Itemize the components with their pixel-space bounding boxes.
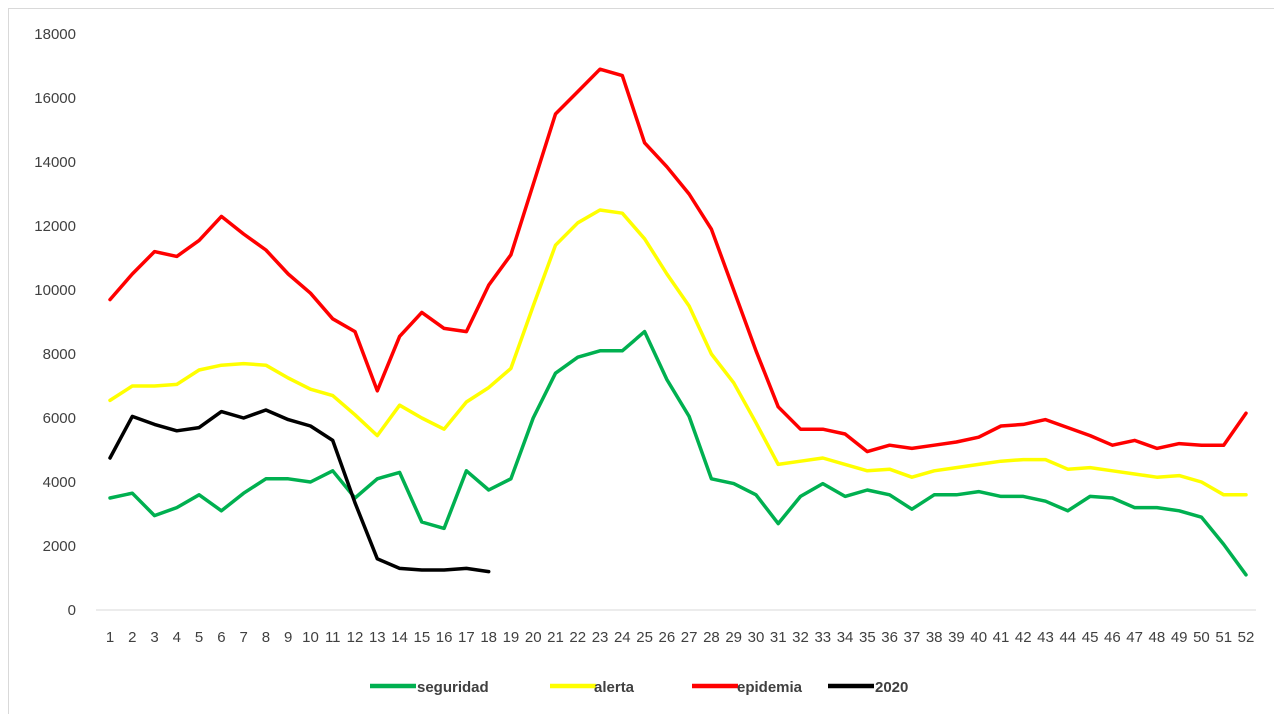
- x-tick-label: 42: [1015, 629, 1032, 646]
- x-tick-label: 9: [284, 629, 292, 646]
- x-tick-label: 10: [302, 629, 319, 646]
- x-tick-label: 16: [436, 629, 453, 646]
- x-tick-label: 32: [792, 629, 809, 646]
- x-tick-label: 24: [614, 629, 631, 646]
- x-tick-label: 15: [413, 629, 430, 646]
- legend-label: epidemia: [737, 679, 803, 696]
- x-tick-label: 12: [347, 629, 364, 646]
- y-tick-label: 12000: [34, 218, 76, 235]
- x-tick-label: 14: [391, 629, 408, 646]
- series-line-alerta: [108, 208, 1248, 497]
- x-tick-label: 51: [1215, 629, 1232, 646]
- x-tick-label: 49: [1171, 629, 1188, 646]
- x-tick-label: 26: [659, 629, 676, 646]
- series-line-seguridad: [108, 329, 1248, 577]
- x-tick-label: 46: [1104, 629, 1121, 646]
- x-tick-label: 52: [1238, 629, 1255, 646]
- legend-label: 2020: [875, 679, 908, 696]
- x-tick-label: 44: [1059, 629, 1076, 646]
- series-line-2020: [108, 408, 491, 574]
- x-tick-label: 7: [239, 629, 247, 646]
- x-tick-label: 47: [1126, 629, 1143, 646]
- y-tick-label: 10000: [34, 282, 76, 299]
- x-tick-label: 3: [150, 629, 158, 646]
- x-tick-label: 21: [547, 629, 564, 646]
- series-lines: [108, 67, 1248, 577]
- y-tick-label: 16000: [34, 90, 76, 107]
- x-tick-label: 30: [748, 629, 765, 646]
- legend-label: alerta: [594, 679, 635, 696]
- x-tick-label: 37: [904, 629, 921, 646]
- x-tick-label: 25: [636, 629, 653, 646]
- y-tick-label: 14000: [34, 154, 76, 171]
- x-tick-label: 13: [369, 629, 386, 646]
- x-tick-label: 11: [325, 629, 341, 646]
- x-tick-label: 33: [814, 629, 831, 646]
- x-tick-label: 27: [681, 629, 698, 646]
- x-tick-label: 19: [503, 629, 520, 646]
- x-axis: 1 2 3 4 5 6 7 8 9 10 11 12 13 14 15 16 17 18 19 20 21 22 23 24 2…: [106, 629, 1255, 646]
- x-tick-label: 2: [128, 629, 136, 646]
- y-tick-label: 4000: [43, 474, 76, 491]
- y-tick-label: 2000: [43, 538, 76, 555]
- chart-frame: [8, 8, 1274, 714]
- x-tick-label: 50: [1193, 629, 1210, 646]
- x-tick-label: 48: [1149, 629, 1166, 646]
- x-tick-label: 22: [569, 629, 586, 646]
- x-tick-label: 18: [480, 629, 497, 646]
- x-tick-label: 29: [725, 629, 742, 646]
- series-line-epidemia: [108, 67, 1248, 454]
- y-tick-label: 8000: [43, 346, 76, 363]
- x-tick-label: 4: [173, 629, 181, 646]
- y-axis: 0 2000 4000 6000 8000 10000 12000 14000 16000 180…: [34, 26, 76, 619]
- x-tick-label: 31: [770, 629, 787, 646]
- x-tick-label: 23: [592, 629, 609, 646]
- x-tick-label: 6: [217, 629, 225, 646]
- x-tick-label: 36: [881, 629, 898, 646]
- x-tick-label: 8: [262, 629, 270, 646]
- legend-label: seguridad: [417, 679, 489, 696]
- x-tick-label: 43: [1037, 629, 1054, 646]
- y-tick-label: 0: [68, 602, 76, 619]
- x-tick-label: 39: [948, 629, 965, 646]
- x-tick-label: 1: [106, 629, 114, 646]
- x-tick-label: 20: [525, 629, 542, 646]
- x-tick-label: 17: [458, 629, 475, 646]
- x-tick-label: 35: [859, 629, 876, 646]
- x-tick-label: 28: [703, 629, 720, 646]
- y-tick-label: 18000: [34, 26, 76, 43]
- x-tick-label: 38: [926, 629, 943, 646]
- x-tick-label: 40: [970, 629, 987, 646]
- y-tick-label: 6000: [43, 410, 76, 427]
- x-tick-label: 34: [837, 629, 854, 646]
- legend: seguridad alerta epidemia 2020: [370, 679, 908, 696]
- x-tick-label: 5: [195, 629, 203, 646]
- x-tick-label: 45: [1082, 629, 1099, 646]
- x-tick-label: 41: [993, 629, 1010, 646]
